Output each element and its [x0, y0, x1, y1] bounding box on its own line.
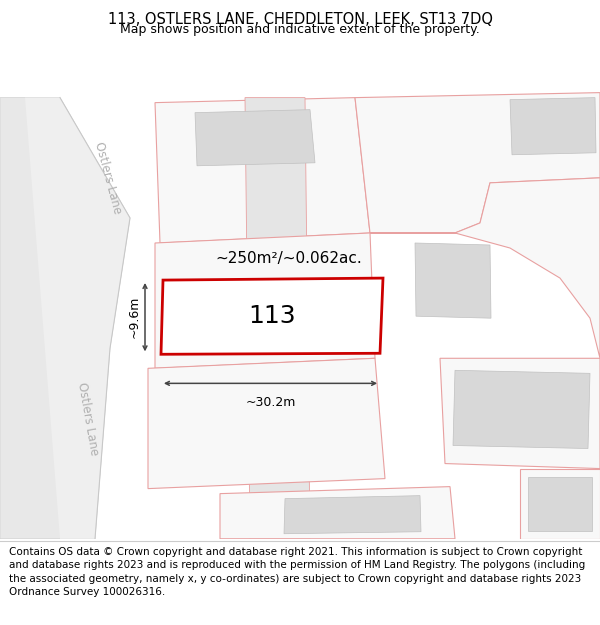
Polygon shape — [155, 98, 370, 243]
Text: 113: 113 — [248, 304, 296, 328]
Polygon shape — [148, 358, 385, 489]
Polygon shape — [440, 358, 600, 469]
Polygon shape — [510, 98, 596, 155]
Text: ~9.6m: ~9.6m — [128, 296, 141, 338]
Polygon shape — [155, 233, 375, 368]
Polygon shape — [355, 92, 600, 233]
Text: ~250m²/~0.062ac.: ~250m²/~0.062ac. — [215, 251, 362, 266]
Text: Map shows position and indicative extent of the property.: Map shows position and indicative extent… — [120, 22, 480, 36]
Polygon shape — [415, 243, 491, 318]
Polygon shape — [161, 278, 383, 354]
Text: Ostlers Lane: Ostlers Lane — [92, 141, 124, 216]
Polygon shape — [220, 487, 455, 539]
Polygon shape — [370, 178, 600, 358]
Polygon shape — [25, 98, 130, 539]
Text: Ostlers Lane: Ostlers Lane — [75, 381, 101, 456]
Polygon shape — [453, 371, 590, 449]
Polygon shape — [245, 98, 310, 539]
Text: ~30.2m: ~30.2m — [245, 396, 296, 409]
Polygon shape — [528, 477, 592, 531]
Text: 113, OSTLERS LANE, CHEDDLETON, LEEK, ST13 7DQ: 113, OSTLERS LANE, CHEDDLETON, LEEK, ST1… — [107, 12, 493, 27]
Polygon shape — [0, 98, 130, 539]
Polygon shape — [195, 109, 315, 166]
Polygon shape — [284, 496, 421, 534]
Polygon shape — [520, 469, 600, 539]
Text: Contains OS data © Crown copyright and database right 2021. This information is : Contains OS data © Crown copyright and d… — [9, 546, 585, 598]
